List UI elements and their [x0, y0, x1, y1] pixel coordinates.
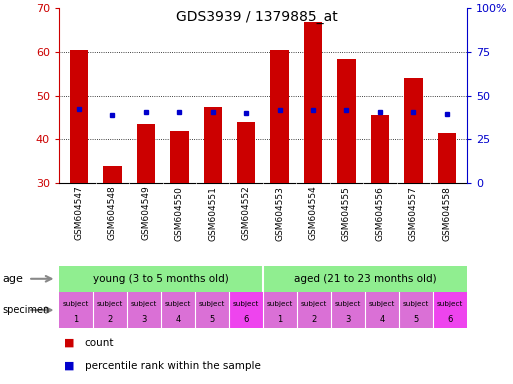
Text: GSM604552: GSM604552: [242, 185, 251, 240]
Bar: [438, 133, 456, 183]
Text: 5: 5: [413, 315, 419, 324]
Text: subject: subject: [267, 301, 293, 306]
Text: count: count: [85, 338, 114, 348]
Text: young (3 to 5 months old): young (3 to 5 months old): [93, 274, 229, 284]
Text: subject: subject: [334, 301, 361, 306]
Text: GSM604551: GSM604551: [208, 185, 218, 240]
Bar: [270, 50, 289, 183]
Text: GSM604556: GSM604556: [376, 185, 384, 240]
Bar: [337, 59, 356, 183]
Bar: [137, 124, 155, 183]
Bar: [331, 292, 365, 328]
Text: GSM604558: GSM604558: [442, 185, 451, 240]
Text: ■: ■: [64, 338, 74, 348]
Text: ■: ■: [64, 361, 74, 371]
Bar: [127, 292, 161, 328]
Bar: [93, 292, 127, 328]
Text: GSM604549: GSM604549: [142, 185, 150, 240]
Bar: [365, 292, 399, 328]
Text: 4: 4: [379, 315, 384, 324]
Bar: [59, 292, 93, 328]
Text: 3: 3: [345, 315, 350, 324]
Text: GSM604547: GSM604547: [74, 185, 84, 240]
Text: subject: subject: [233, 301, 259, 306]
Bar: [237, 122, 255, 183]
Text: 3: 3: [141, 315, 147, 324]
Text: 6: 6: [447, 315, 452, 324]
Text: 5: 5: [209, 315, 214, 324]
Bar: [404, 78, 423, 183]
Text: 1: 1: [73, 315, 78, 324]
Text: aged (21 to 23 months old): aged (21 to 23 months old): [293, 274, 436, 284]
Bar: [263, 292, 297, 328]
Bar: [195, 292, 229, 328]
Text: 4: 4: [175, 315, 181, 324]
Bar: [304, 22, 322, 183]
Text: GSM604555: GSM604555: [342, 185, 351, 240]
Text: 1: 1: [278, 315, 283, 324]
Bar: [433, 292, 467, 328]
Text: GDS3939 / 1379885_at: GDS3939 / 1379885_at: [175, 10, 338, 23]
Text: percentile rank within the sample: percentile rank within the sample: [85, 361, 261, 371]
Text: subject: subject: [369, 301, 395, 306]
Text: GSM604553: GSM604553: [275, 185, 284, 240]
Text: subject: subject: [437, 301, 463, 306]
Text: subject: subject: [97, 301, 123, 306]
Bar: [170, 131, 189, 183]
Text: subject: subject: [301, 301, 327, 306]
Bar: [297, 292, 331, 328]
Text: subject: subject: [165, 301, 191, 306]
Text: GSM604557: GSM604557: [409, 185, 418, 240]
Text: subject: subject: [63, 301, 89, 306]
Text: 6: 6: [243, 315, 249, 324]
Text: subject: subject: [403, 301, 429, 306]
Bar: [204, 107, 222, 183]
Bar: [229, 292, 263, 328]
Text: subject: subject: [199, 301, 225, 306]
Text: specimen: specimen: [3, 305, 50, 315]
Text: 2: 2: [311, 315, 317, 324]
Text: GSM604548: GSM604548: [108, 185, 117, 240]
Bar: [263, 266, 467, 292]
Text: GSM604550: GSM604550: [175, 185, 184, 240]
Bar: [371, 116, 389, 183]
Text: subject: subject: [131, 301, 157, 306]
Bar: [70, 50, 88, 183]
Bar: [161, 292, 195, 328]
Bar: [399, 292, 433, 328]
Text: GSM604554: GSM604554: [308, 185, 318, 240]
Bar: [59, 266, 263, 292]
Bar: [103, 166, 122, 183]
Text: 2: 2: [107, 315, 112, 324]
Text: age: age: [3, 274, 24, 284]
